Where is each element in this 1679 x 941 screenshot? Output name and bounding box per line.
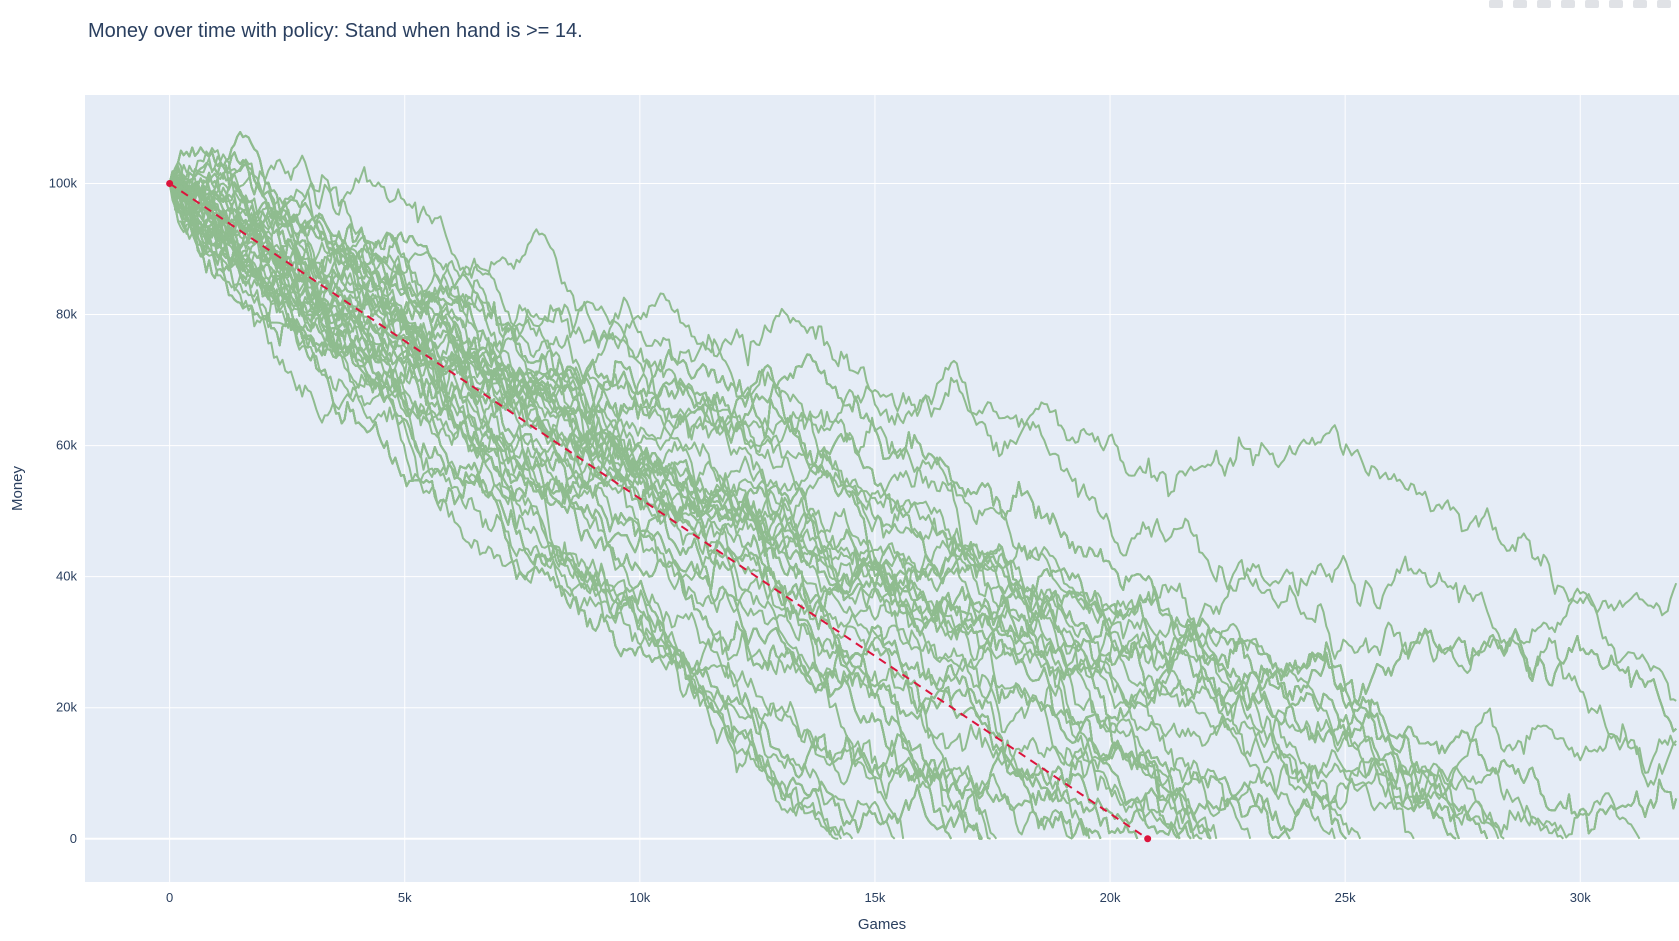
- average-point: [166, 179, 174, 187]
- modebar: [1431, 0, 1679, 10]
- y-tick-label: 80k: [56, 307, 77, 322]
- simulation-line: [168, 182, 1291, 840]
- average-point: [1144, 835, 1152, 843]
- average-line: [166, 179, 1152, 843]
- y-tick-label: 0: [70, 831, 77, 846]
- simulation-line: [169, 178, 1415, 840]
- camera-icon[interactable]: [1489, 0, 1503, 8]
- tick-labels: 0 5k 10k 15k 20k 25k 30k 0 20k 40k 60k 80k 100k: [49, 175, 1591, 905]
- simulation-line: [168, 183, 1203, 840]
- simulation-line: [168, 183, 1677, 733]
- simulation-line: [168, 160, 998, 840]
- simulation-line: [168, 183, 983, 840]
- lasso-icon[interactable]: [1585, 0, 1599, 8]
- simulation-line: [168, 171, 1677, 702]
- pan-icon[interactable]: [1537, 0, 1551, 8]
- simulation-line: [168, 183, 896, 840]
- zoom-in-icon[interactable]: [1609, 0, 1623, 8]
- simulation-line: [168, 175, 1181, 840]
- box-select-icon[interactable]: [1561, 0, 1575, 8]
- y-tick-label: 100k: [49, 175, 78, 190]
- x-tick-label: 5k: [398, 890, 412, 905]
- y-tick-label: 20k: [56, 700, 77, 715]
- simulation-line: [168, 172, 842, 840]
- simulation-line: [169, 180, 1678, 835]
- simulation-line: [168, 176, 1460, 840]
- y-tick-label: 40k: [56, 569, 77, 584]
- simulation-line: [168, 147, 1218, 839]
- x-tick-label: 25k: [1335, 890, 1356, 905]
- simulation-line: [168, 183, 1091, 840]
- simulation-lines: [168, 131, 1678, 840]
- x-tick-label: 30k: [1570, 890, 1591, 905]
- y-axis-title: Money: [9, 465, 26, 511]
- zoom-icon[interactable]: [1513, 0, 1527, 8]
- simulation-line: [168, 182, 1192, 840]
- grid-lines: [85, 95, 1679, 882]
- x-tick-label: 15k: [864, 890, 885, 905]
- x-tick-label: 20k: [1100, 890, 1121, 905]
- simulation-line: [168, 146, 1102, 840]
- simulation-line: [168, 183, 1500, 840]
- x-axis-title: Games: [858, 916, 906, 933]
- chart-title: Money over time with policy: Stand when …: [88, 20, 583, 42]
- simulation-line: [168, 183, 1336, 840]
- simulation-line: [168, 177, 1678, 617]
- y-tick-label: 60k: [56, 438, 77, 453]
- x-tick-label: 0: [166, 890, 173, 905]
- autoscale-icon[interactable]: [1657, 0, 1671, 8]
- simulation-line: [169, 182, 1489, 840]
- simulation-line: [168, 171, 1347, 840]
- zoom-out-icon[interactable]: [1633, 0, 1647, 8]
- average-line-path: [169, 182, 1149, 840]
- x-tick-label: 10k: [629, 890, 650, 905]
